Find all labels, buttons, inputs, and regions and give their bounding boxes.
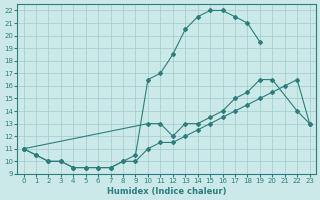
X-axis label: Humidex (Indice chaleur): Humidex (Indice chaleur) — [107, 187, 226, 196]
